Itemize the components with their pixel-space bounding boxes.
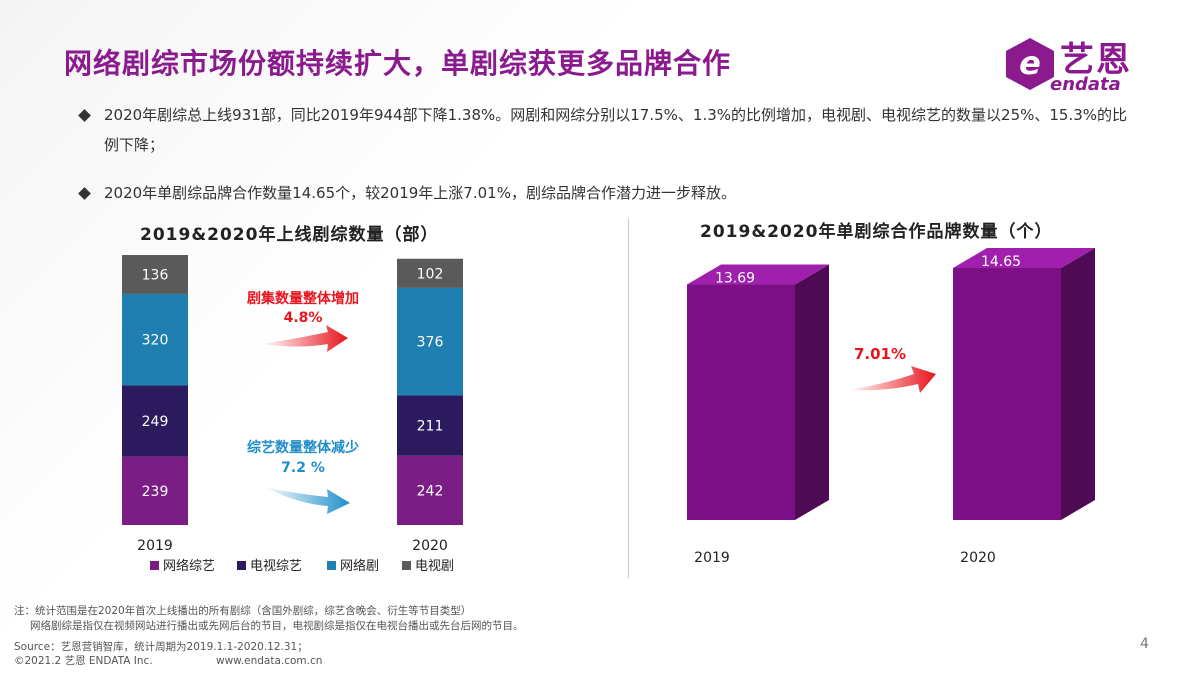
legend-swatch <box>402 561 411 570</box>
bullet-point-1: 2020年剧综总上线931部，同比2019年944部下降1.38%。网剧和网综分… <box>78 100 1130 160</box>
annotation-value: 7.01% <box>854 345 906 363</box>
footnote-copyright-line: ©2021.2 艺恩 ENDATA Inc. www.endata.com.cn <box>14 654 322 668</box>
x-axis-tick-label: 2019 <box>137 538 173 554</box>
increase-arrow-icon <box>848 366 936 393</box>
bar-value-label: 13.69 <box>715 271 755 287</box>
bar-3d-front <box>687 284 795 520</box>
bar-3d-front <box>953 268 1061 520</box>
bar-3d-top <box>953 248 1095 269</box>
bullet-text: 2020年单剧综品牌合作数量14.65个，较2019年上涨7.01%，剧综品牌合… <box>104 184 736 202</box>
bar-3d-side <box>1061 248 1095 520</box>
bar-value-label: 320 <box>142 333 169 349</box>
bar-value-label: 242 <box>417 483 444 499</box>
chart-title-left: 2019&2020年上线剧综数量（部） <box>140 225 439 245</box>
stacked-bar-segment <box>122 385 188 457</box>
legend-label: 网络剧 <box>340 558 379 574</box>
stacked-bar-segment <box>122 255 188 294</box>
legend-swatch <box>327 561 336 570</box>
legend-label: 电视剧 <box>415 559 454 574</box>
annotation-value: 7.2 % <box>281 460 325 476</box>
footnote-copyright: ©2021.2 艺恩 ENDATA Inc. <box>14 655 153 667</box>
x-axis-tick-label: 2020 <box>412 538 448 554</box>
logo-letter: e <box>1019 44 1041 82</box>
stacked-bar-segment <box>397 287 463 396</box>
bullet-text: 2020年剧综总上线931部，同比2019年944部下降1.38%。网剧和网综分… <box>104 106 1128 154</box>
footnote-source: Source：艺恩营销智库，统计周期为2019.1.1-2020.12.31； <box>14 641 308 653</box>
logo-english-text: endata <box>1050 74 1121 95</box>
bar-value-label: 14.65 <box>981 254 1021 270</box>
stacked-bar-segment <box>122 456 188 525</box>
decrease-arrow-icon <box>264 487 350 514</box>
bullet-point-2: 2020年单剧综品牌合作数量14.65个，较2019年上涨7.01%，剧综品牌合… <box>78 178 1130 208</box>
x-axis-tick-label: 2020 <box>960 550 996 566</box>
chart-title-right: 2019&2020年单剧综合作品牌数量（个） <box>700 222 1053 242</box>
logo-chinese-text: 艺恩 <box>1060 40 1132 80</box>
footnote-website: www.endata.com.cn <box>216 655 323 667</box>
bar-3d-top <box>687 264 829 285</box>
bar-value-label: 102 <box>417 266 444 282</box>
annotation-value: 4.8% <box>284 310 323 326</box>
stacked-bar-segment <box>397 455 463 525</box>
bar-value-label: 239 <box>142 484 169 500</box>
page-title: 网络剧综市场份额持续扩大，单剧综获更多品牌合作 <box>64 47 732 80</box>
endata-logo: e 艺恩 endata <box>1000 30 1170 98</box>
bar-value-label: 211 <box>417 419 444 435</box>
footnote-scope: 注：统计范围是在2020年首次上线播出的所有剧综（含国外剧综，综艺含晚会、衍生等… <box>14 605 472 617</box>
annotation-text: 剧集数量整体增加 <box>247 290 359 307</box>
stacked-bar-segment <box>122 293 188 386</box>
endata-logo-icon: e <box>1006 38 1054 90</box>
bar-value-label: 376 <box>417 335 444 351</box>
bar-3d-side <box>795 264 829 520</box>
chart-divider <box>628 218 629 578</box>
footnote-definition: 网络剧综是指仅在视频网站进行播出或先网后台的节目，电视剧综是指仅在电视台播出或先… <box>30 620 524 632</box>
bar-value-label: 249 <box>142 414 169 430</box>
increase-arrow-icon <box>262 325 348 352</box>
legend-swatch <box>150 561 159 570</box>
annotation-text: 综艺数量整体减少 <box>247 439 359 456</box>
stacked-bar-segment <box>397 258 463 288</box>
x-axis-tick-label: 2019 <box>694 550 730 566</box>
stacked-bar-segment <box>397 395 463 456</box>
legend-label: 网络综艺 <box>163 558 215 574</box>
bar-value-label: 136 <box>142 267 169 283</box>
page-number: 4 <box>1140 636 1149 652</box>
legend-swatch <box>237 561 246 570</box>
legend-label: 电视综艺 <box>250 559 302 574</box>
